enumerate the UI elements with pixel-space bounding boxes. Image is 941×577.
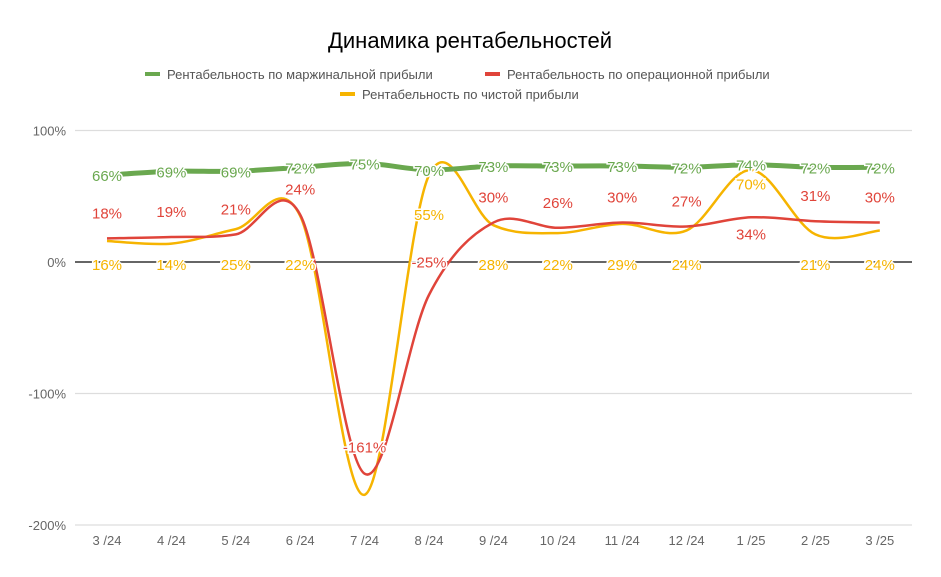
series-line-0	[106, 160, 880, 178]
data-label: -161%	[343, 440, 386, 457]
data-label: 34%	[736, 226, 766, 243]
data-label: 30%	[478, 190, 508, 207]
data-label: 72%	[672, 160, 702, 177]
data-label: 21%	[221, 201, 251, 218]
data-label: 72%	[865, 160, 895, 177]
legend-label: Рентабельность по маржинальной прибыли	[167, 67, 433, 82]
data-label: 75%	[350, 156, 380, 173]
data-label: 69%	[221, 164, 251, 181]
x-tick-label: 1 /25	[737, 533, 766, 548]
x-tick-label: 12 /24	[669, 533, 705, 548]
data-label: 70%	[736, 177, 766, 194]
x-tick-label: 6 /24	[286, 533, 315, 548]
data-label: 28%	[478, 257, 508, 274]
x-tick-label: 7 /24	[350, 533, 379, 548]
data-label: 16%	[92, 257, 122, 274]
data-label: 31%	[800, 188, 830, 205]
data-label: 14%	[156, 257, 186, 274]
x-tick-label: 9 /24	[479, 533, 508, 548]
data-label: 21%	[800, 257, 830, 274]
data-label: 55%	[414, 207, 444, 224]
data-label: 22%	[285, 257, 315, 274]
data-label: 27%	[672, 193, 702, 210]
legend-label: Рентабельность по операционной прибыли	[507, 67, 770, 82]
data-label: 73%	[543, 159, 573, 176]
x-tick-label: 3 /24	[93, 533, 122, 548]
y-tick-label: 0%	[47, 255, 66, 270]
data-label: -25%	[411, 254, 446, 271]
data-label: 69%	[156, 164, 186, 181]
data-label: 22%	[543, 257, 573, 274]
data-label: 24%	[285, 182, 315, 199]
data-label: 26%	[543, 195, 573, 212]
data-label: 25%	[221, 257, 251, 274]
y-tick-label: -100%	[28, 387, 66, 402]
legend-label: Рентабельность по чистой прибыли	[362, 87, 579, 102]
data-label: 29%	[607, 257, 637, 274]
y-tick-label: -200%	[28, 518, 66, 533]
chart-title: Динамика рентабельностей	[328, 28, 612, 53]
data-label: 18%	[92, 205, 122, 222]
data-label: 72%	[285, 160, 315, 177]
data-label: 74%	[736, 158, 766, 175]
data-label: 24%	[672, 257, 702, 274]
x-tick-label: 2 /25	[801, 533, 830, 548]
x-tick-label: 3 /25	[865, 533, 894, 548]
series-line-1	[106, 199, 880, 476]
x-tick-label: 11 /24	[605, 533, 640, 548]
data-label: 70%	[414, 163, 444, 180]
series-line-2	[106, 161, 880, 496]
data-label: 72%	[800, 160, 830, 177]
x-tick-label: 10 /24	[540, 533, 576, 548]
x-tick-label: 4 /24	[157, 533, 186, 548]
data-label: 73%	[607, 159, 637, 176]
data-label: 73%	[478, 159, 508, 176]
data-label: 66%	[92, 168, 122, 185]
data-label: 24%	[865, 257, 895, 274]
x-tick-label: 8 /24	[415, 533, 444, 548]
y-tick-label: 100%	[33, 124, 67, 139]
data-label: 30%	[865, 190, 895, 207]
data-label: 19%	[156, 204, 186, 221]
x-tick-label: 5 /24	[221, 533, 250, 548]
data-label: 30%	[607, 190, 637, 207]
